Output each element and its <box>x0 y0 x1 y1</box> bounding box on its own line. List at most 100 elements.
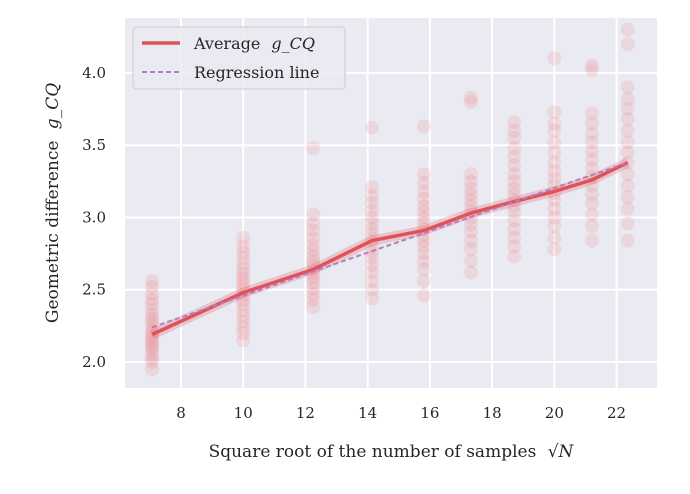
sample-point <box>507 130 522 145</box>
sample-point <box>507 239 522 254</box>
sample-point <box>306 243 321 258</box>
sample-point <box>236 302 251 317</box>
legend-regression-label: Regression line <box>194 63 319 82</box>
sample-point <box>463 198 478 213</box>
sample-point <box>306 230 321 245</box>
sample-point <box>584 116 599 131</box>
sample-point <box>365 180 380 195</box>
sample-point <box>236 308 251 323</box>
sample-point <box>365 258 380 273</box>
sample-point <box>365 265 380 280</box>
sample-point <box>145 287 160 302</box>
sample-point <box>416 175 431 190</box>
sample-point <box>306 216 321 231</box>
sample-point <box>236 256 251 271</box>
sample-point <box>620 233 635 248</box>
average-line <box>151 160 629 337</box>
sample-point <box>416 216 431 231</box>
sample-point <box>547 104 562 119</box>
sample-point <box>416 191 431 206</box>
sample-point <box>463 193 478 208</box>
legend-average-math: g_CQ <box>271 34 315 53</box>
sample-point <box>145 314 160 329</box>
sample-point <box>547 116 562 131</box>
sample-point <box>365 274 380 289</box>
sample-point <box>463 265 478 280</box>
sample-point <box>306 207 321 222</box>
y-tick-label: 3.5 <box>82 136 106 154</box>
x-tick-label: 10 <box>234 404 253 422</box>
sample-point <box>507 204 522 219</box>
sample-point <box>236 250 251 265</box>
sample-points <box>145 22 635 377</box>
sample-point <box>547 135 562 150</box>
y-tick-label: 2.5 <box>82 281 106 299</box>
sample-point <box>145 337 160 352</box>
sample-point <box>416 288 431 303</box>
sample-point <box>620 190 635 205</box>
sample-point <box>507 230 522 245</box>
sample-point <box>507 187 522 202</box>
sample-point <box>547 145 562 160</box>
sample-point <box>145 354 160 369</box>
sample-point <box>547 155 562 170</box>
sample-point <box>547 242 562 257</box>
sample-point <box>547 193 562 208</box>
x-tick-label: 12 <box>296 404 315 422</box>
sample-point <box>584 152 599 167</box>
sample-point <box>145 331 160 346</box>
sample-point <box>547 171 562 186</box>
y-tick-label: 4.0 <box>82 64 106 82</box>
sample-point <box>463 94 478 109</box>
sample-point <box>584 233 599 248</box>
sample-point <box>547 210 562 225</box>
sample-point <box>463 167 478 182</box>
sample-point <box>463 242 478 257</box>
sample-point <box>584 58 599 73</box>
x-tick-label: 18 <box>483 404 502 422</box>
sample-point <box>365 120 380 135</box>
sample-point <box>365 188 380 203</box>
sample-point <box>416 239 431 254</box>
sample-point <box>463 253 478 268</box>
sample-point <box>236 262 251 277</box>
y-axis-label-math: g_CQ <box>43 83 63 129</box>
sample-point <box>306 275 321 290</box>
sample-point <box>306 253 321 268</box>
sample-point <box>507 213 522 228</box>
sample-point <box>365 282 380 297</box>
sample-point <box>507 115 522 130</box>
y-axis-label-text: Geometric difference <box>43 141 63 324</box>
sample-point <box>620 102 635 117</box>
sample-point <box>236 230 251 245</box>
sample-point <box>620 145 635 160</box>
y-axis-label: Geometric difference g_CQ <box>43 83 63 323</box>
y-tick-label: 3.0 <box>82 208 106 226</box>
sample-point <box>416 184 431 199</box>
x-tick-labels: 8 10 12 14 16 18 20 22 <box>176 404 626 422</box>
sample-point <box>547 164 562 179</box>
sample-point <box>145 274 160 289</box>
sample-point <box>416 253 431 268</box>
sample-point <box>416 246 431 261</box>
sample-point <box>584 161 599 176</box>
sample-point <box>584 196 599 210</box>
sample-point <box>416 119 431 134</box>
sample-point <box>584 143 599 158</box>
x-tick-label: 8 <box>176 404 186 422</box>
sample-point <box>507 222 522 237</box>
series-lines <box>149 158 630 340</box>
sample-point <box>547 230 562 245</box>
sample-point <box>507 181 522 196</box>
sample-point <box>145 311 160 326</box>
sample-point <box>365 210 380 225</box>
sample-point <box>145 297 160 312</box>
sample-point <box>306 141 321 156</box>
sample-point <box>306 249 321 264</box>
y-tick-label: 2.0 <box>82 353 106 371</box>
sample-point <box>620 91 635 106</box>
sample-point <box>236 320 251 335</box>
sample-point <box>507 141 522 156</box>
